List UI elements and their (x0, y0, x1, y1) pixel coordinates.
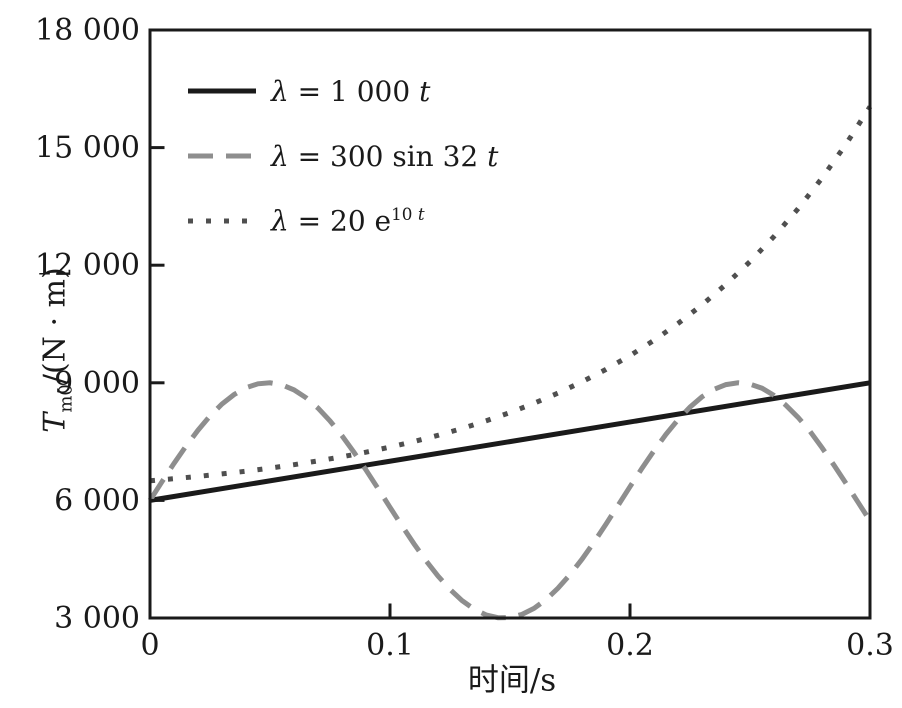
legend-label: λ = 20 e10 t (271, 204, 425, 237)
y-tick-label: 12 000 (35, 248, 140, 283)
text-segment: m0 (55, 384, 77, 413)
y-axis-title: Tm0/(N · m) (38, 267, 77, 432)
series-lambda-1000t (149, 380, 871, 503)
x-tick-label: 0.3 (846, 628, 894, 663)
text-segment: λ (271, 74, 289, 108)
text-segment: λ (271, 139, 289, 173)
legend-item-lambda-300sin32t: λ = 300 sin 32 t (188, 137, 498, 175)
legend-item-lambda-1000t: λ = 1 000 t (188, 72, 498, 110)
legend-label: λ = 300 sin 32 t (271, 140, 498, 173)
x-tick-label: 0 (140, 628, 159, 663)
text-segment: t (419, 74, 431, 108)
plot-frame (148, 28, 872, 620)
y-tick-label: 15 000 (35, 131, 140, 166)
text-segment: = 300 sin 32 (288, 139, 488, 173)
x-tick-label: 0.1 (366, 628, 414, 663)
y-tick-label: 18 000 (35, 13, 140, 48)
text-segment: λ (271, 204, 289, 238)
legend-line-sample-dashed (188, 153, 256, 159)
y-tick-label: 6 000 (54, 483, 140, 518)
x-tick-label: 0.2 (606, 628, 654, 663)
series-lambda-300sin32t (147, 380, 873, 621)
legend-item-lambda-20e10t: λ = 20 e10 t (188, 202, 498, 240)
text-segment: = 20 e (288, 204, 392, 238)
text-segment: t (417, 204, 425, 225)
text-segment: = 1 000 (288, 74, 420, 108)
y-tick-label: 9 000 (54, 366, 140, 401)
legend-line-sample-solid (188, 88, 256, 94)
text-segment: 10 (391, 204, 418, 225)
legend-label: λ = 1 000 t (271, 75, 430, 108)
y-tick-label: 3 000 (54, 601, 140, 636)
text-segment: /(N · m) (37, 267, 73, 385)
legend-line-sample-dotted (188, 218, 256, 224)
x-axis-title: 时间/s (467, 662, 557, 699)
text-segment: T (37, 412, 73, 433)
text-segment: t (487, 139, 499, 173)
